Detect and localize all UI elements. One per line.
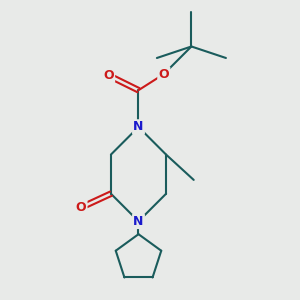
Text: N: N [133, 215, 144, 228]
Text: O: O [76, 201, 86, 214]
Text: O: O [103, 69, 114, 82]
Text: O: O [158, 68, 169, 81]
Text: N: N [133, 121, 144, 134]
